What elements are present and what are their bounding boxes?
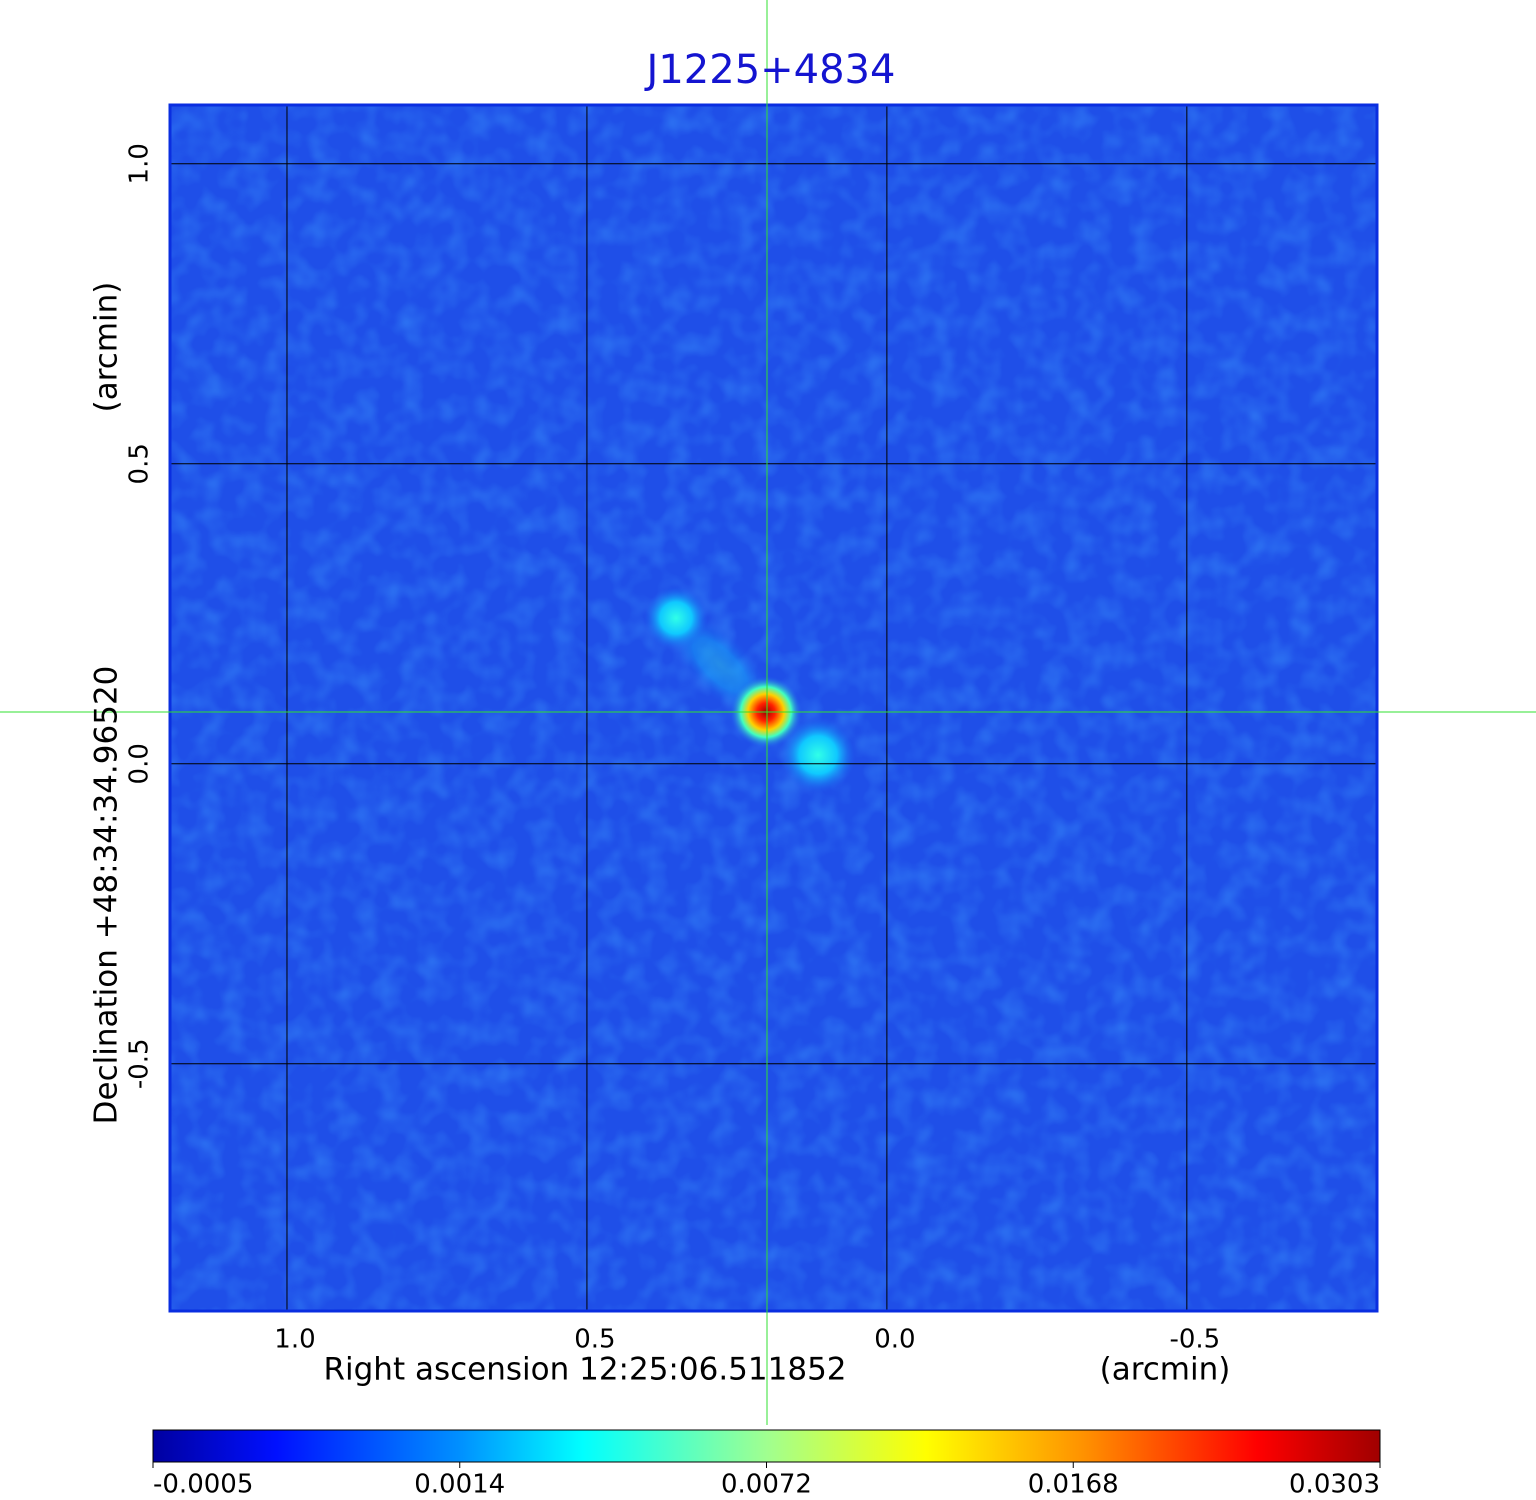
x-tick-label: 0.5 xyxy=(574,1325,615,1355)
y-tick-label: -0.5 xyxy=(125,1038,155,1089)
y-tick-label: 0.0 xyxy=(125,743,155,784)
colorbar-tick-label: -0.0005 xyxy=(153,1470,253,1500)
source-lobe xyxy=(644,586,708,650)
y-tick-label: 0.5 xyxy=(125,443,155,484)
colorbar-tick-label: 0.0072 xyxy=(721,1470,812,1500)
x-tick-label: 0.0 xyxy=(874,1325,915,1355)
source-lobe xyxy=(780,717,856,793)
y-tick-label: 1.0 xyxy=(125,143,155,184)
colorbar-tick-label: 0.0168 xyxy=(1028,1470,1119,1500)
x-tick-label: 1.0 xyxy=(274,1325,315,1355)
y-axis-label: Declination +48:34:34.96520 xyxy=(89,666,125,1125)
colorbar-tick-label: 0.0303 xyxy=(1289,1470,1380,1500)
image-frame xyxy=(168,103,1379,1313)
y-axis-unit: (arcmin) xyxy=(89,282,125,413)
image xyxy=(170,105,1377,1311)
x-axis-label: Right ascension 12:25:06.511852 xyxy=(323,1352,846,1388)
x-tick-label: -0.5 xyxy=(1169,1325,1220,1355)
colorbar-tick-label: 0.0014 xyxy=(414,1470,505,1500)
x-axis-unit: (arcmin) xyxy=(1100,1352,1231,1388)
grid xyxy=(170,105,1377,1311)
colorbar xyxy=(152,1429,1381,1463)
chart-title: J1225+4834 xyxy=(644,47,896,93)
